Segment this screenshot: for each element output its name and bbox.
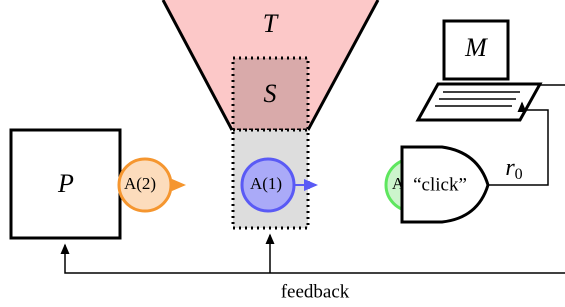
label-feedback: feedback bbox=[281, 281, 350, 302]
label-m: M bbox=[464, 33, 488, 62]
label-r0: r0 bbox=[505, 155, 522, 183]
subscript: 0 bbox=[515, 166, 523, 183]
label-t: T bbox=[263, 9, 279, 38]
diagram: T S P A(2) A(1) A “click” M r0 feedback bbox=[0, 0, 565, 307]
edge-feedback bbox=[65, 245, 565, 273]
label-s: S bbox=[264, 79, 277, 108]
label-click: “click” bbox=[413, 174, 467, 195]
label-a2: A(2) bbox=[124, 174, 156, 193]
label-a1: A(1) bbox=[250, 174, 282, 193]
laptop-base bbox=[418, 84, 540, 120]
label-p: P bbox=[57, 169, 74, 198]
